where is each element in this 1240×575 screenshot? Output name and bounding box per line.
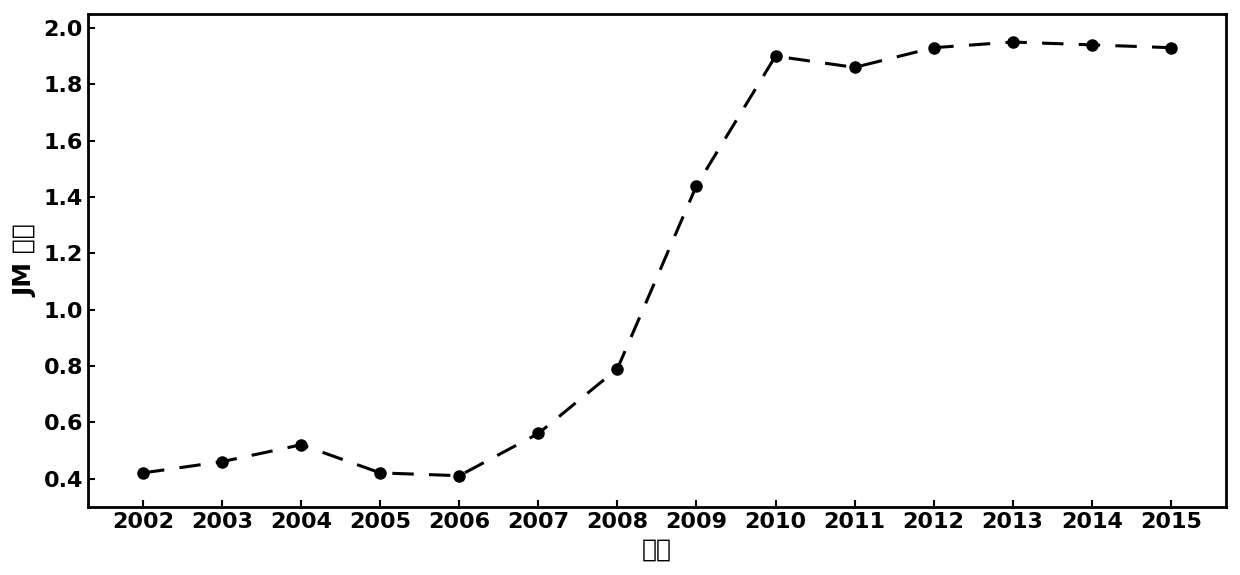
X-axis label: 年份: 年份 [642,537,672,561]
Y-axis label: JM 距离: JM 距离 [14,224,38,297]
